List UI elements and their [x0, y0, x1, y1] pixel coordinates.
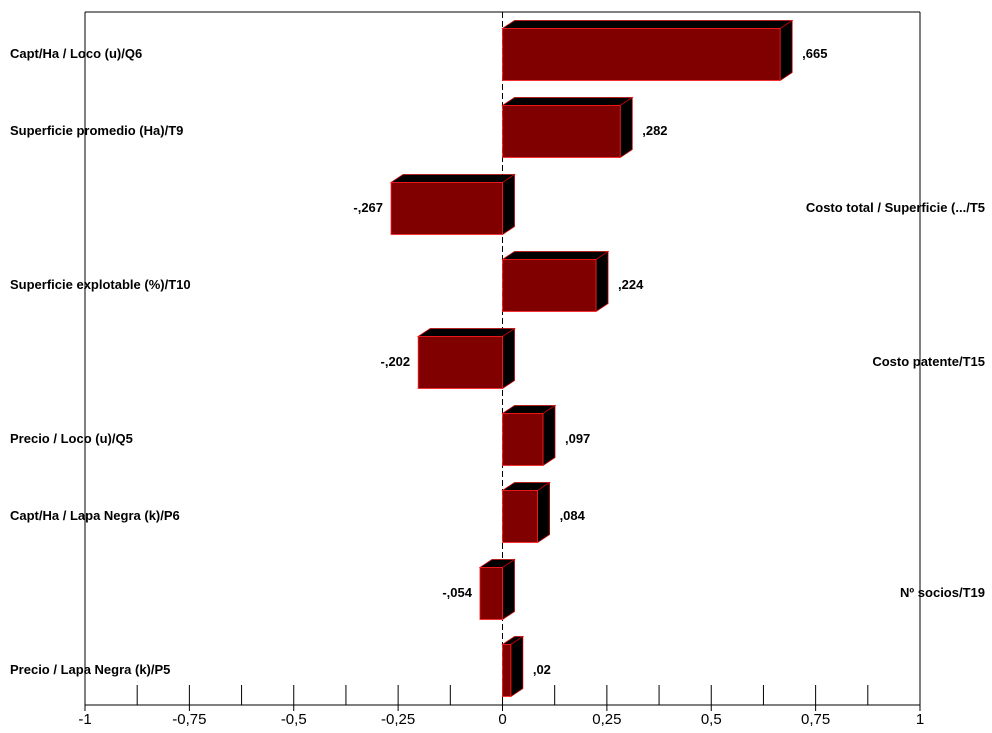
value-label: ,665 — [802, 46, 827, 61]
value-label: ,097 — [565, 431, 590, 446]
bar-face — [416, 328, 516, 337]
bar-face — [479, 567, 503, 620]
bar — [389, 173, 516, 236]
bar-face — [502, 490, 538, 543]
x-tick-label: 0,75 — [801, 711, 830, 728]
x-tick-label: 0,25 — [592, 711, 621, 728]
value-label: -,202 — [381, 354, 411, 369]
category-label: Costo patente/T15 — [872, 354, 985, 369]
bar-face — [501, 20, 794, 29]
bar — [478, 558, 516, 621]
bar — [501, 481, 551, 544]
category-label: Capt/Ha / Lapa Negra (k)/P6 — [10, 508, 180, 523]
bar-face — [502, 558, 515, 621]
bar-face — [502, 327, 515, 390]
category-label: Superficie promedio (Ha)/T9 — [10, 123, 183, 138]
bar-face — [501, 97, 634, 106]
x-tick-label: -0,5 — [281, 711, 307, 728]
bar-face — [779, 19, 793, 82]
category-label: Precio / Lapa Negra (k)/P5 — [10, 662, 170, 677]
bar-face — [417, 336, 503, 389]
bar-face — [502, 173, 515, 236]
value-label: ,224 — [618, 277, 644, 292]
x-tick-label: -0,75 — [172, 711, 206, 728]
bar — [416, 327, 516, 390]
x-tick-label: -1 — [78, 711, 91, 728]
bar — [501, 635, 525, 698]
x-tick-label: 0 — [498, 711, 506, 728]
value-label: -,054 — [442, 585, 472, 600]
category-label: Costo total / Superficie (.../T5 — [806, 200, 985, 215]
bar-face — [542, 404, 556, 467]
bar-face — [390, 182, 503, 235]
bar-face — [389, 174, 516, 183]
category-label: Nº socios/T19 — [900, 585, 985, 600]
bar — [501, 404, 557, 467]
bar-face — [510, 635, 524, 698]
bar-face — [501, 251, 610, 260]
bar — [501, 96, 634, 159]
value-label: -,267 — [353, 200, 383, 215]
value-label: ,02 — [533, 662, 551, 677]
x-tick-label: 1 — [916, 711, 924, 728]
bar-face — [619, 96, 633, 159]
category-label: Superficie explotable (%)/T10 — [10, 277, 191, 292]
category-label: Precio / Loco (u)/Q5 — [10, 431, 133, 446]
bar-face — [595, 250, 609, 313]
category-label: Capt/Ha / Loco (u)/Q6 — [10, 46, 142, 61]
bar — [501, 19, 794, 82]
bar-face — [502, 105, 621, 158]
value-label: ,282 — [642, 123, 667, 138]
bar-face — [502, 644, 512, 697]
x-tick-label: -0,25 — [381, 711, 415, 728]
bar-face — [502, 259, 597, 312]
bar-face — [502, 413, 544, 466]
bar-face — [502, 28, 781, 81]
bar — [501, 250, 610, 313]
value-label: ,084 — [560, 508, 586, 523]
x-tick-label: 0,5 — [701, 711, 722, 728]
bar-face — [537, 481, 550, 544]
